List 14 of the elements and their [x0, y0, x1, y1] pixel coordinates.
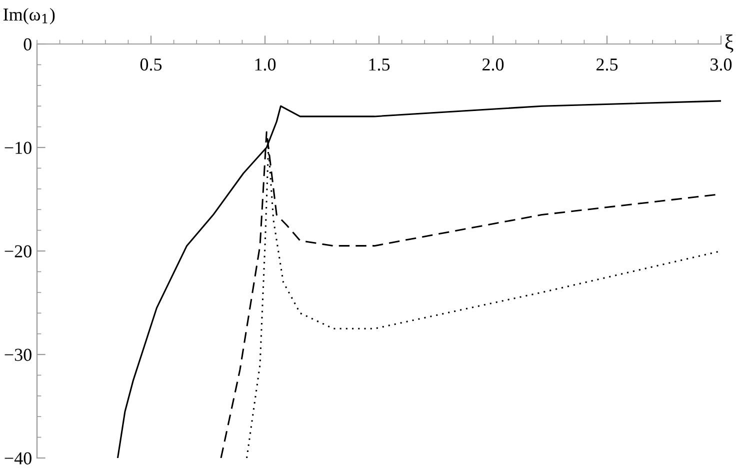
x-tick-label: 1.0	[255, 58, 276, 71]
x-tick-label: 2.5	[596, 58, 618, 71]
x-axis-title: ξ	[725, 34, 734, 53]
x-tick-label: 2.0	[482, 58, 504, 71]
line-series	[116, 100, 721, 458]
y-tick-label: −30	[4, 348, 32, 361]
y-tick-label: −40	[4, 452, 32, 464]
x-tick-label: 3.0	[710, 58, 732, 71]
y-axis-title: Im(ω$_{1}$)	[3, 8, 55, 24]
x-tick-label: 1.5	[369, 58, 390, 71]
y-tick-label: −20	[4, 245, 32, 258]
y-tick-label: 0	[24, 38, 32, 50]
x-tick-label: 0.5	[140, 58, 162, 71]
y-tick-label: −10	[4, 142, 32, 154]
